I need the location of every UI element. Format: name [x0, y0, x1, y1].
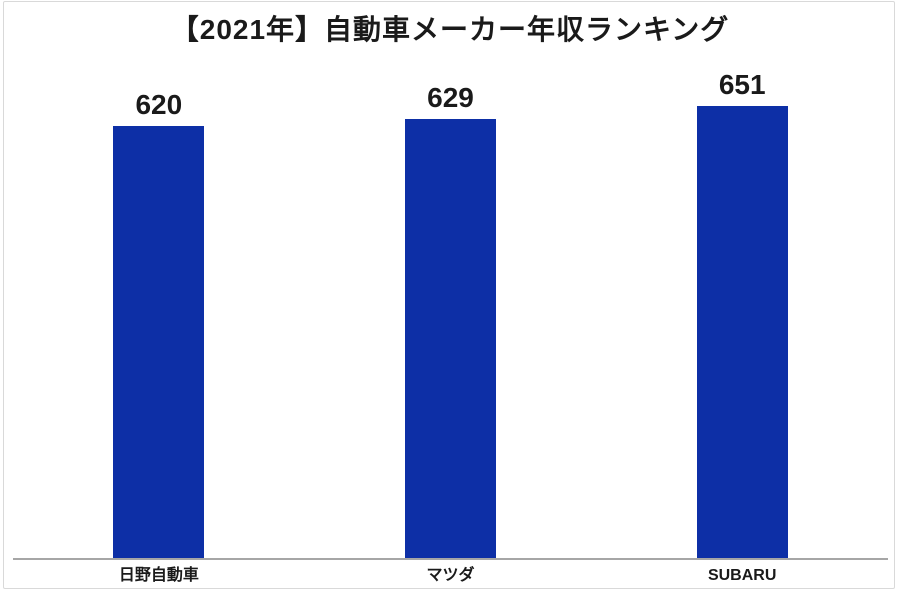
- bar: [113, 126, 205, 558]
- bar-column: 651: [596, 70, 888, 558]
- category-label: マツダ: [426, 567, 475, 584]
- value-label: 629: [427, 82, 474, 113]
- bar: [696, 106, 788, 558]
- chart-title: 【2021年】自動車メーカー年収ランキング: [170, 14, 730, 45]
- bar-column: 620: [13, 70, 305, 558]
- value-label: 620: [135, 89, 183, 120]
- category-label: SUBARU: [707, 567, 777, 584]
- value-label: 651: [718, 69, 766, 100]
- bar-column: 629: [305, 70, 597, 558]
- plot-area: 620 629 651: [13, 70, 888, 560]
- bar: [405, 119, 496, 558]
- category-label: 日野自動車: [118, 567, 199, 584]
- x-axis-category-labels: 日野自動車 マツダ SUBARU: [13, 566, 888, 586]
